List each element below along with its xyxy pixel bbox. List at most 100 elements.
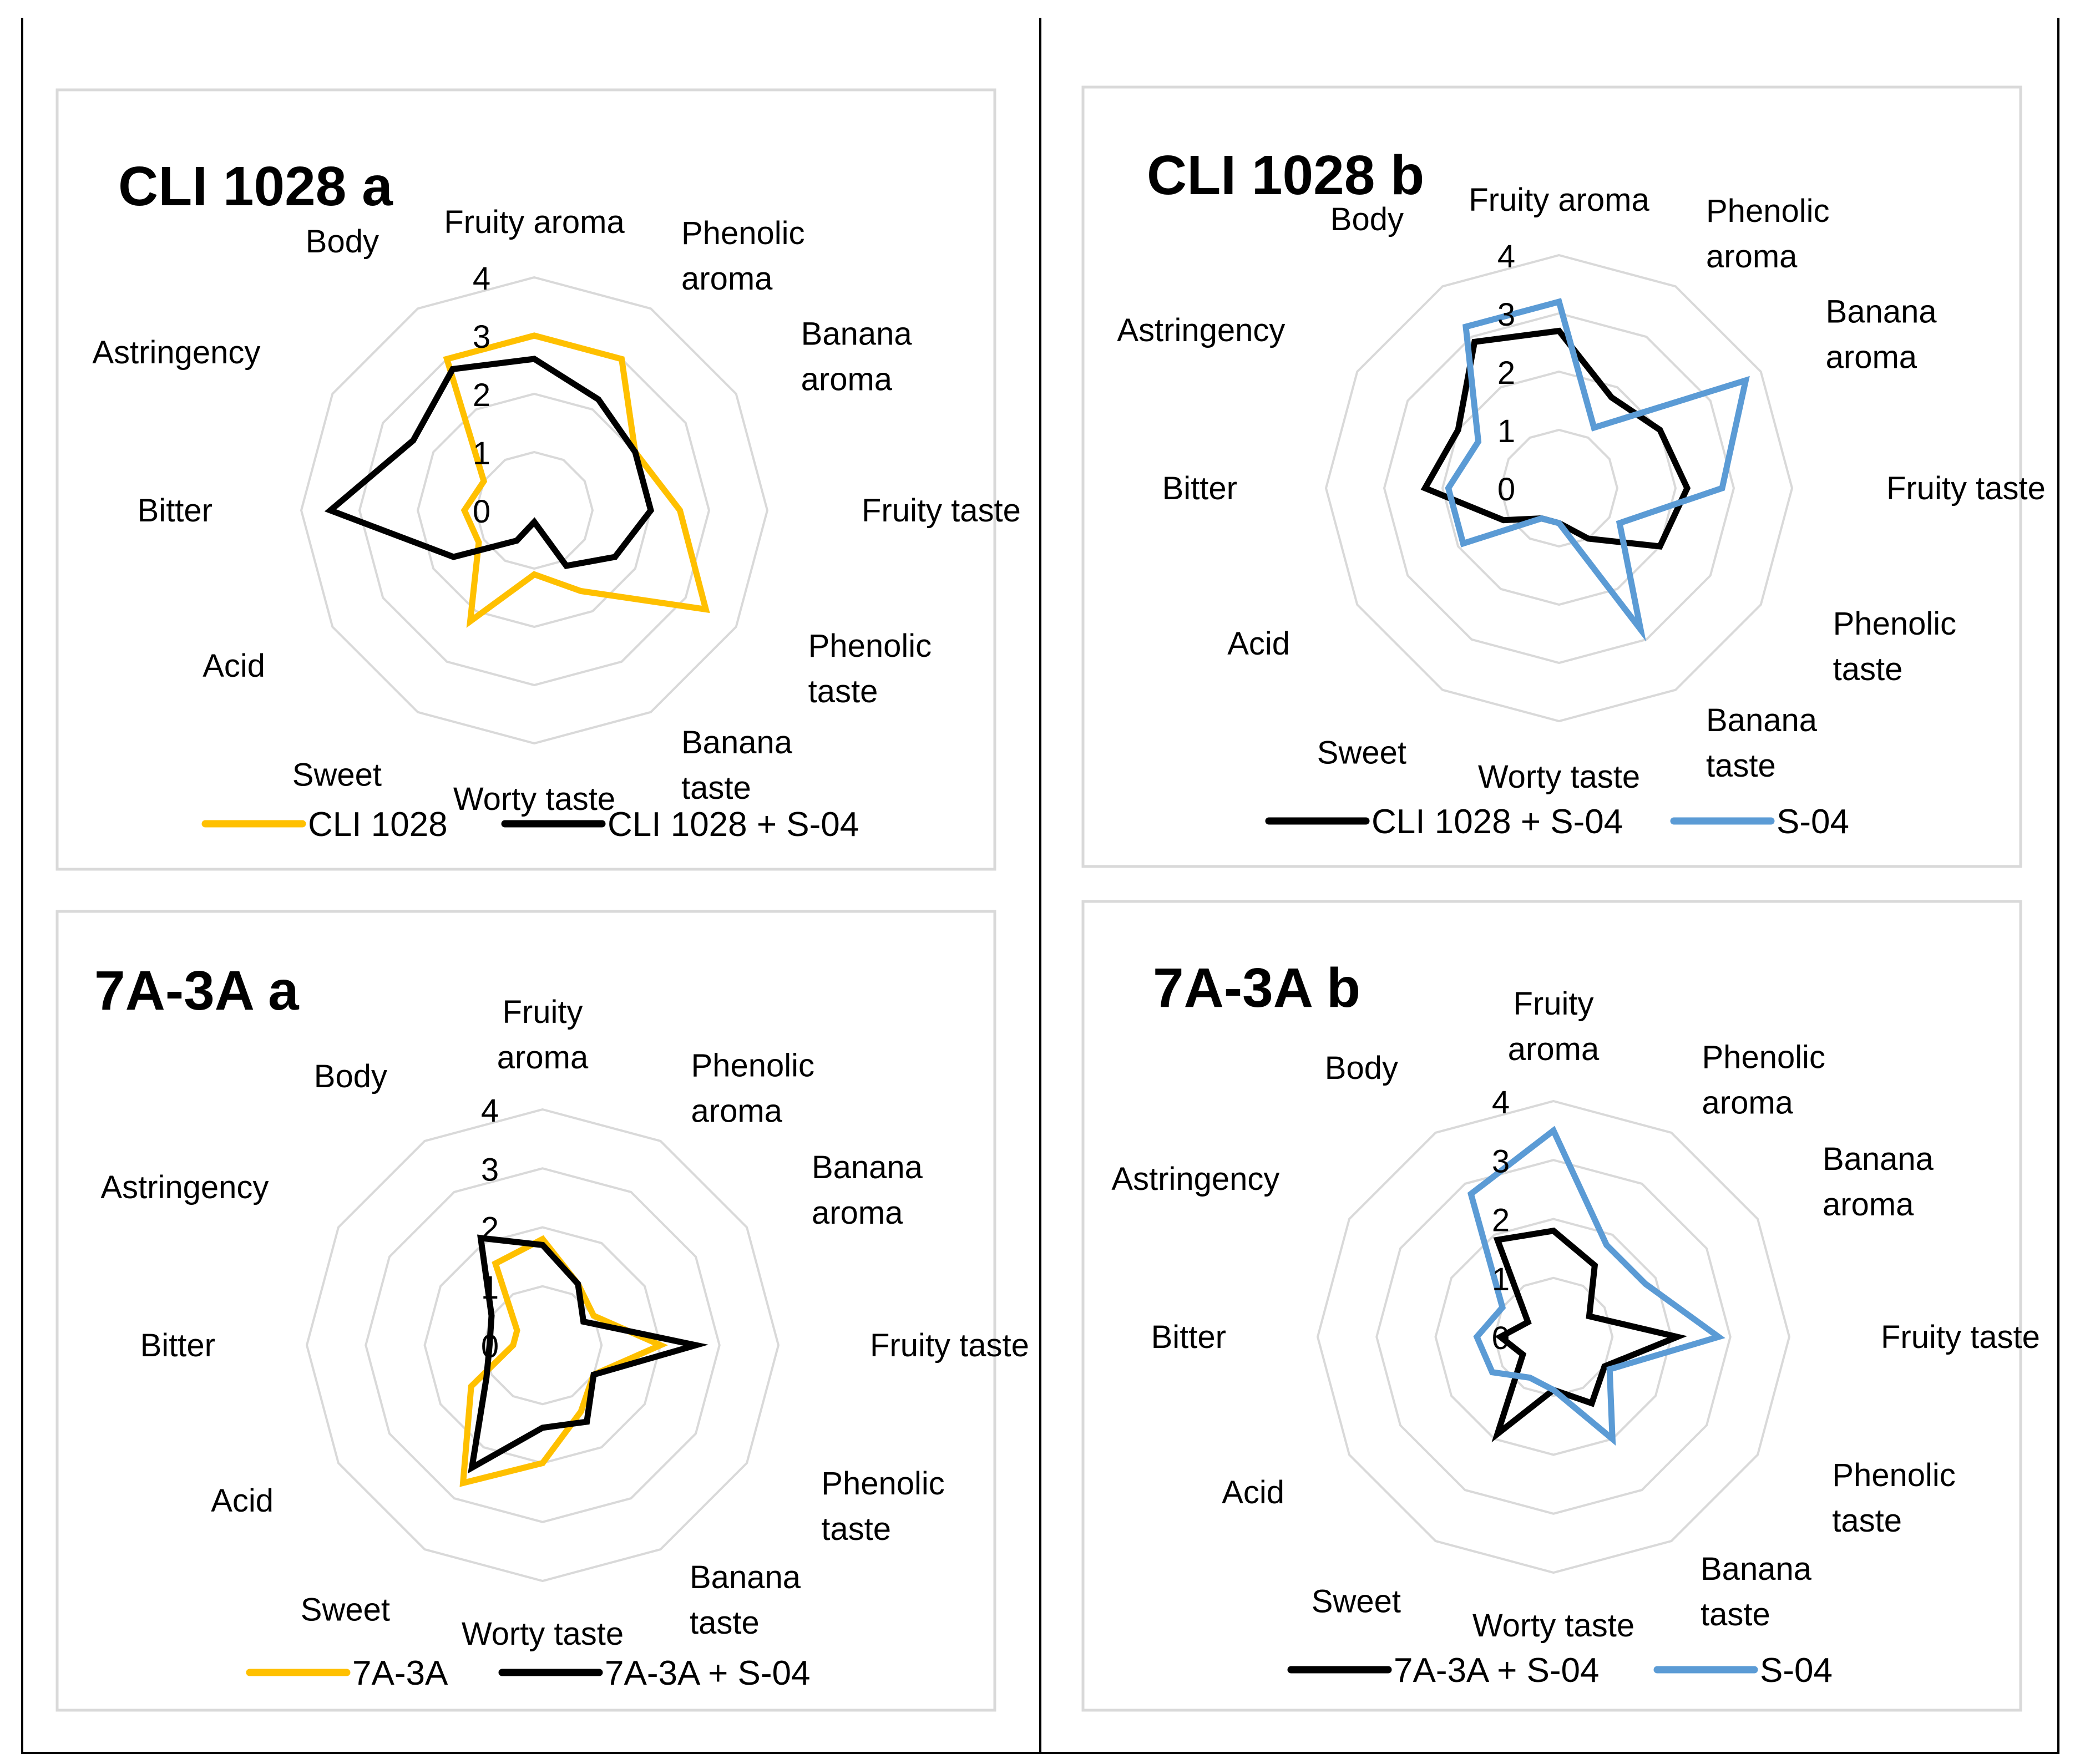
axis-tick-label: 1 xyxy=(481,1270,499,1306)
legend-label: 7A-3A xyxy=(352,1654,448,1692)
legend-label: S-04 xyxy=(1777,803,1849,841)
axis-tick-label: 3 xyxy=(1492,1143,1510,1179)
category-label: Fruity aroma xyxy=(444,204,625,240)
legend-label: CLI 1028 + S-04 xyxy=(1372,803,1623,841)
panel-frame xyxy=(55,910,996,1712)
category-label: Body xyxy=(1330,201,1404,237)
category-label: Acid xyxy=(1227,626,1290,662)
panel-frame xyxy=(1081,85,2022,868)
category-label: Acid xyxy=(1222,1474,1284,1510)
series-7a-3a xyxy=(459,1235,669,1487)
axis-tick-label: 2 xyxy=(481,1211,499,1247)
legend-label: 7A-3A + S-04 xyxy=(1394,1651,1600,1690)
category-label: Worty taste xyxy=(1472,1608,1634,1644)
grid-ring xyxy=(1324,254,1794,723)
chart-sa-b: 7A-3A b Fruity aroma Phenolic aroma Banana aro… xyxy=(1081,900,2040,1712)
legend-label: 7A-3A + S-04 xyxy=(605,1654,811,1692)
category-label: Body xyxy=(1325,1050,1398,1086)
category-label: Banana taste xyxy=(690,1559,801,1641)
legend-label: S-04 xyxy=(1760,1651,1833,1690)
category-label: Acid xyxy=(211,1483,274,1519)
grid-ring xyxy=(365,1167,721,1523)
category-label: Fruity aroma xyxy=(1469,182,1649,218)
category-label: Bitter xyxy=(140,1327,215,1363)
panel-frame xyxy=(55,88,996,871)
grid-ring xyxy=(305,1108,780,1583)
category-label: Bitter xyxy=(138,493,212,529)
category-label: Phenolic taste xyxy=(1832,1457,1955,1539)
category-label: Worty taste xyxy=(453,781,615,817)
panel-frame xyxy=(1081,900,2022,1712)
axis-tick-label: 4 xyxy=(1497,239,1515,275)
category-label: Phenolic aroma xyxy=(1706,193,1829,275)
chart-title: 7A-3A a xyxy=(94,960,300,1022)
grid-ring xyxy=(1383,312,1735,665)
axis-tick-label: 0 xyxy=(1497,472,1515,508)
category-label: Phenolic taste xyxy=(821,1466,944,1547)
chart-title: CLI 1028 b xyxy=(1147,144,1424,206)
category-label: Sweet xyxy=(292,757,382,793)
category-label: Fruity taste xyxy=(870,1327,1029,1363)
category-label: Phenolic aroma xyxy=(691,1048,814,1129)
grid-ring xyxy=(358,334,711,687)
category-label: Fruity aroma xyxy=(497,994,589,1076)
category-label: Phenolic aroma xyxy=(1702,1040,1825,1121)
legend-label: CLI 1028 + S-04 xyxy=(608,805,859,844)
category-label: Astringency xyxy=(1117,312,1285,348)
category-label: Worty taste xyxy=(1478,759,1640,795)
series-7a-3a-s-04 xyxy=(468,1234,709,1474)
category-label: Acid xyxy=(203,648,265,684)
category-label: Banana taste xyxy=(1701,1551,1812,1633)
category-label: Phenolic taste xyxy=(808,628,932,709)
category-label: Fruity taste xyxy=(1886,470,2046,506)
axis-tick-label: 0 xyxy=(481,1329,499,1365)
category-label: Bitter xyxy=(1162,470,1237,506)
category-label: Astringency xyxy=(1111,1161,1279,1197)
chart-cli-b: CLI 1028 b Fruity aroma Phenolic aroma Banan… xyxy=(1081,85,2046,868)
category-label: Banana taste xyxy=(1706,702,1818,784)
axis-tick-label: 3 xyxy=(473,319,490,355)
legend-label: CLI 1028 xyxy=(308,805,448,844)
category-label: Body xyxy=(314,1058,387,1094)
chart-sa-a: 7A-3A a Fruity aroma Phenolic aroma Banana aro… xyxy=(55,910,1029,1712)
axis-tick-label: 2 xyxy=(1497,355,1515,391)
axis-tick-label: 4 xyxy=(473,261,490,297)
category-label: Astringency xyxy=(100,1169,269,1205)
category-label: Sweet xyxy=(1312,1583,1401,1619)
axis-tick-label: 3 xyxy=(1497,297,1515,333)
axis-tick-label: 2 xyxy=(1492,1203,1510,1239)
axis-tick-label: 0 xyxy=(1492,1320,1510,1356)
category-label: Astringency xyxy=(92,334,260,371)
category-label: Body xyxy=(306,224,379,260)
grid-ring xyxy=(1375,1159,1732,1515)
category-label: Banana taste xyxy=(681,724,793,806)
grid-ring xyxy=(1316,1099,1791,1574)
category-label: Banana aroma xyxy=(801,316,913,398)
category-label: Banana aroma xyxy=(1823,1141,1934,1223)
axis-tick-label: 2 xyxy=(473,377,490,413)
category-label: Banana aroma xyxy=(1826,294,1937,376)
category-label: Fruity taste xyxy=(1881,1319,2040,1355)
series-s-04 xyxy=(1467,1126,1725,1446)
axis-tick-label: 0 xyxy=(473,494,490,530)
category-label: Sweet xyxy=(301,1591,390,1628)
category-label: Phenolic taste xyxy=(1833,606,1956,687)
category-label: Worty taste xyxy=(462,1616,624,1652)
series-s-04 xyxy=(1445,298,1750,642)
category-label: Banana aroma xyxy=(812,1149,923,1231)
axis-tick-label: 3 xyxy=(481,1152,499,1188)
chart-title: CLI 1028 a xyxy=(118,155,393,217)
category-label: Fruity aroma xyxy=(1508,986,1600,1067)
axis-tick-label: 4 xyxy=(1492,1084,1510,1121)
category-label: Sweet xyxy=(1317,734,1406,771)
category-label: Bitter xyxy=(1151,1319,1226,1355)
series-cli-1028-s-04 xyxy=(324,356,655,570)
chart-cli-a: CLI 1028 a Fruity aroma Phenolic aroma Banan… xyxy=(55,88,1021,871)
axis-tick-label: 1 xyxy=(473,435,490,472)
chart-title: 7A-3A b xyxy=(1153,957,1360,1019)
axis-tick-label: 4 xyxy=(481,1093,499,1129)
grid-ring xyxy=(1434,1218,1673,1456)
category-label: Fruity taste xyxy=(862,493,1021,529)
axis-tick-label: 1 xyxy=(1497,413,1515,449)
